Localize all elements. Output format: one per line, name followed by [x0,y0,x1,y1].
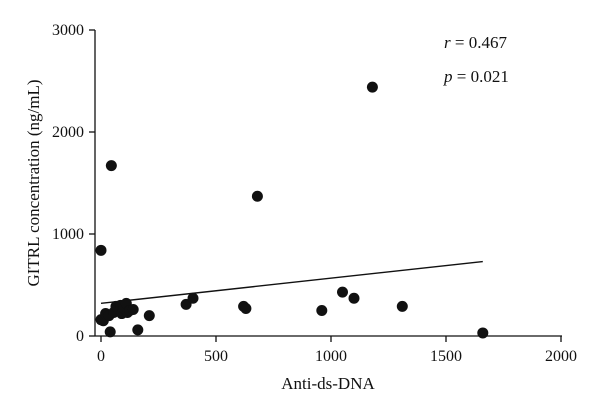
data-point [187,292,199,304]
data-point [366,81,378,93]
r-annotation: r = 0.467 [444,33,507,52]
p-annotation: p = 0.021 [443,67,509,86]
x-tick-label: 0 [97,348,105,365]
data-point [143,310,155,322]
data-points [95,81,489,339]
r-symbol: r [444,33,451,52]
data-point [127,303,139,315]
y-tick-label: 2000 [52,124,84,141]
x-tick-label: 500 [204,348,228,365]
data-point [477,327,489,339]
y-axis-title: GITRL concentration (ng/mL) [24,79,43,286]
p-symbol: p [443,67,453,86]
y-tick-label: 0 [76,328,84,345]
data-point [104,326,116,338]
x-tick-label: 2000 [545,348,577,365]
x-axis-title: Anti-ds-DNA [281,374,375,393]
data-point [132,324,144,336]
r-value: = 0.467 [451,33,508,52]
data-point [240,302,252,314]
data-point [105,160,117,172]
x-tick-label: 1000 [315,348,347,365]
data-point [337,286,348,298]
data-point [251,190,263,202]
trend-line [100,260,483,305]
x-tick-label: 1500 [430,348,462,365]
y-ticks: 0 1000 2000 3000 [52,22,95,345]
data-point [95,244,107,256]
data-point [396,300,408,312]
x-ticks: 0 500 1000 1500 2000 [97,336,577,365]
y-tick-label: 3000 [52,22,84,39]
data-point [316,305,328,316]
p-value: = 0.021 [453,67,509,86]
y-tick-label: 1000 [52,226,84,243]
data-point [348,292,360,304]
